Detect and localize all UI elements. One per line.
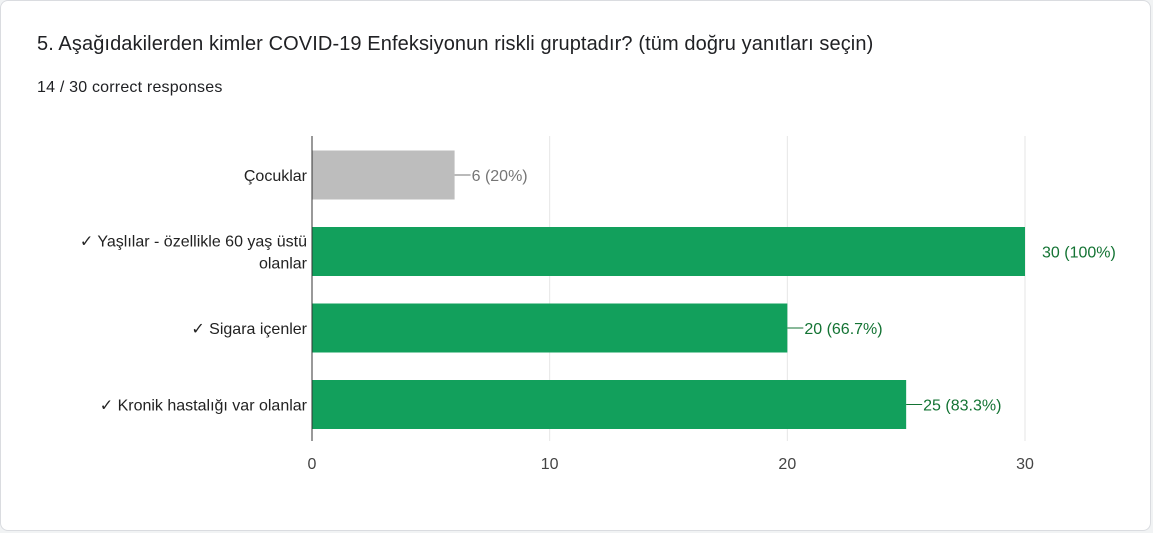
category-label: Çocuklar xyxy=(244,168,308,185)
x-tick-label: 0 xyxy=(308,456,317,473)
x-tick-label: 30 xyxy=(1016,456,1034,473)
bar xyxy=(312,150,455,200)
category-label: ✓ Yaşlılar - özellikle 60 yaş üstü xyxy=(80,234,307,251)
category-label: ✓ Kronik hastalığı var olanlar xyxy=(100,398,308,415)
value-label: 25 (83.3%) xyxy=(923,398,1001,415)
category-label: ✓ Sigara içenler xyxy=(191,321,307,338)
bar xyxy=(312,380,907,429)
value-label: 30 (100%) xyxy=(1042,245,1116,262)
x-tick-label: 10 xyxy=(541,456,559,473)
value-label: 20 (66.7%) xyxy=(804,321,882,338)
question-title: 5. Aşağıdakilerden kimler COVID-19 Enfek… xyxy=(37,33,874,55)
bars xyxy=(312,150,1025,429)
bar xyxy=(312,303,788,353)
category-label: olanlar xyxy=(259,256,308,273)
value-label: 6 (20%) xyxy=(472,168,528,185)
x-tick-label: 20 xyxy=(778,456,796,473)
labels: 0 10 20 30 Çocuklar 6 (20%) ✓ Yaşlılar - özell… xyxy=(80,168,1116,473)
bar xyxy=(312,227,1025,276)
response-count: 14 / 30 correct responses xyxy=(37,79,223,96)
